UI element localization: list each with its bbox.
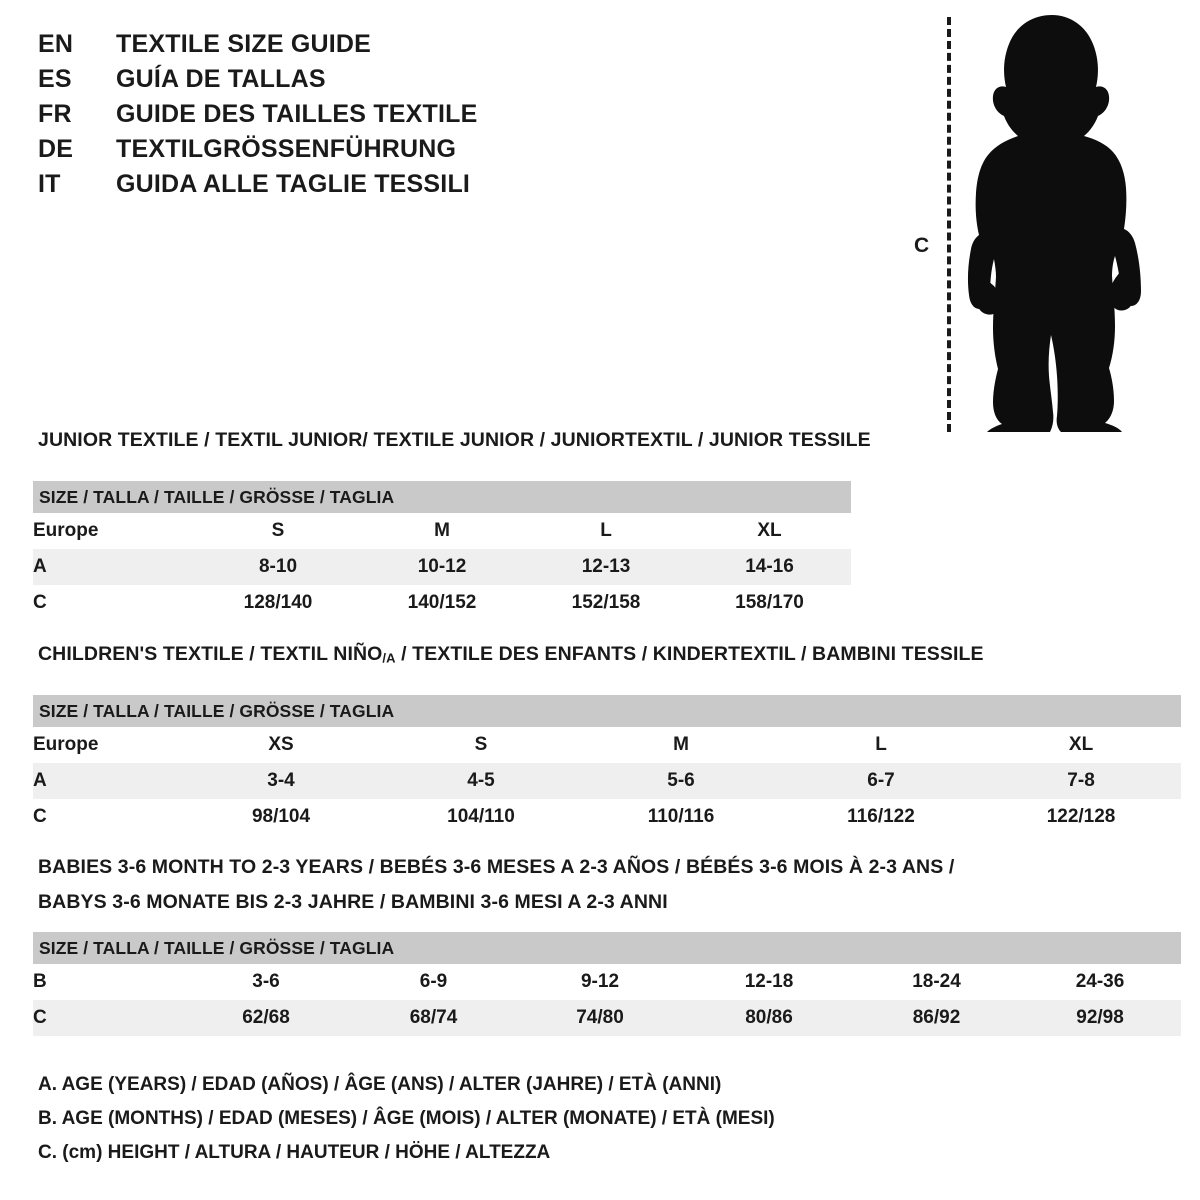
height-dashed-line <box>947 17 951 432</box>
junior-a-xl: 14-16 <box>688 549 852 585</box>
junior-a-l: 12-13 <box>524 549 688 585</box>
junior-row-europe: Europe S M L XL <box>33 513 852 549</box>
babies-c-col4: 80/86 <box>684 1000 854 1036</box>
children-size-table: SIZE / TALLA / TAILLE / GRÖSSE / TAGLIA … <box>33 695 1182 835</box>
babies-row-b: B 3-6 6-9 9-12 12-18 18-24 24-36 <box>33 964 1182 1000</box>
children-c-m: 110/116 <box>581 799 781 835</box>
children-section-title-part2: / TEXTILE DES ENFANTS / KINDERTEXTIL / B… <box>395 643 984 665</box>
babies-b-col3: 9-12 <box>516 964 684 1000</box>
junior-c-s: 128/140 <box>196 585 360 621</box>
language-row-es: ES GUÍA DE TALLAS <box>38 65 598 100</box>
children-europe-m: M <box>581 727 781 763</box>
babies-row-c: C 62/68 68/74 74/80 80/86 86/92 92/98 <box>33 1000 1182 1036</box>
babies-b-col5: 18-24 <box>854 964 1019 1000</box>
children-europe-l: L <box>781 727 981 763</box>
children-c-xs: 98/104 <box>181 799 381 835</box>
babies-b-col4: 12-18 <box>684 964 854 1000</box>
babies-b-col6: 24-36 <box>1019 964 1182 1000</box>
babies-c-col1: 62/68 <box>181 1000 351 1036</box>
language-row-fr: FR GUIDE DES TAILLES TEXTILE <box>38 100 598 135</box>
babies-c-col6: 92/98 <box>1019 1000 1182 1036</box>
junior-section-title: JUNIOR TEXTILE / TEXTIL JUNIOR/ TEXTILE … <box>38 429 871 451</box>
children-c-l: 116/122 <box>781 799 981 835</box>
children-c-s: 104/110 <box>381 799 581 835</box>
language-code-es: ES <box>38 65 72 93</box>
children-table-header-row: SIZE / TALLA / TAILLE / GRÖSSE / TAGLIA <box>33 695 1182 727</box>
babies-table-header-row: SIZE / TALLA / TAILLE / GRÖSSE / TAGLIA <box>33 932 1182 964</box>
babies-size-table: SIZE / TALLA / TAILLE / GRÖSSE / TAGLIA … <box>33 932 1182 1036</box>
junior-row-c-label: C <box>33 585 196 621</box>
children-row-a-label: A <box>33 763 181 799</box>
babies-row-b-label: B <box>33 964 181 1000</box>
babies-section-title-line2: BABYS 3-6 MONATE BIS 2-3 JAHRE / BAMBINI… <box>38 891 668 913</box>
junior-row-europe-label: Europe <box>33 513 196 549</box>
junior-row-c: C 128/140 140/152 152/158 158/170 <box>33 585 852 621</box>
children-c-xl: 122/128 <box>981 799 1182 835</box>
toddler-silhouette-icon <box>967 15 1141 432</box>
children-section-title-part1: CHILDREN'S TEXTILE / TEXTIL NIÑO <box>38 643 383 665</box>
language-title-de: TEXTILGRÖSSENFÜHRUNG <box>116 135 457 163</box>
language-row-it: IT GUIDA ALLE TAGLIE TESSILI <box>38 170 598 205</box>
height-figure-area: C <box>900 12 1150 437</box>
junior-table-header-label: SIZE / TALLA / TAILLE / GRÖSSE / TAGLIA <box>33 481 852 513</box>
children-europe-xs: XS <box>181 727 381 763</box>
children-europe-s: S <box>381 727 581 763</box>
babies-table-header-label: SIZE / TALLA / TAILLE / GRÖSSE / TAGLIA <box>33 932 1182 964</box>
language-title-en: TEXTILE SIZE GUIDE <box>116 30 372 58</box>
language-title-es: GUÍA DE TALLAS <box>116 65 326 93</box>
children-row-c: C 98/104 104/110 110/116 116/122 122/128 <box>33 799 1182 835</box>
legend-line-a: A. AGE (YEARS) / EDAD (AÑOS) / ÂGE (ANS)… <box>38 1074 722 1095</box>
junior-c-l: 152/158 <box>524 585 688 621</box>
junior-table-header-row: SIZE / TALLA / TAILLE / GRÖSSE / TAGLIA <box>33 481 852 513</box>
babies-c-col3: 74/80 <box>516 1000 684 1036</box>
junior-row-a-label: A <box>33 549 196 585</box>
junior-row-a: A 8-10 10-12 12-13 14-16 <box>33 549 852 585</box>
children-a-m: 5-6 <box>581 763 781 799</box>
children-a-s: 4-5 <box>381 763 581 799</box>
language-code-de: DE <box>38 135 74 163</box>
legend-line-b: B. AGE (MONTHS) / EDAD (MESES) / ÂGE (MO… <box>38 1108 775 1129</box>
junior-c-xl: 158/170 <box>688 585 852 621</box>
language-row-en: EN TEXTILE SIZE GUIDE <box>38 30 598 65</box>
children-a-xl: 7-8 <box>981 763 1182 799</box>
junior-europe-m: M <box>360 513 524 549</box>
language-row-de: DE TEXTILGRÖSSENFÜHRUNG <box>38 135 598 170</box>
language-title-it: GUIDA ALLE TAGLIE TESSILI <box>116 170 471 198</box>
language-title-fr: GUIDE DES TAILLES TEXTILE <box>116 100 478 128</box>
children-section-title: CHILDREN'S TEXTILE / TEXTIL NIÑO/A / TEX… <box>38 643 984 666</box>
children-row-europe: Europe XS S M L XL <box>33 727 1182 763</box>
junior-a-m: 10-12 <box>360 549 524 585</box>
junior-a-s: 8-10 <box>196 549 360 585</box>
junior-europe-s: S <box>196 513 360 549</box>
language-code-fr: FR <box>38 100 72 128</box>
children-a-l: 6-7 <box>781 763 981 799</box>
babies-b-col1: 3-6 <box>181 964 351 1000</box>
language-code-en: EN <box>38 30 74 58</box>
babies-b-col2: 6-9 <box>351 964 516 1000</box>
babies-row-c-label: C <box>33 1000 181 1036</box>
children-table-header-label: SIZE / TALLA / TAILLE / GRÖSSE / TAGLIA <box>33 695 1182 727</box>
legend-line-c: C. (cm) HEIGHT / ALTURA / HAUTEUR / HÖHE… <box>38 1142 551 1163</box>
language-code-it: IT <box>38 170 61 198</box>
children-row-c-label: C <box>33 799 181 835</box>
junior-europe-xl: XL <box>688 513 852 549</box>
babies-c-col2: 68/74 <box>351 1000 516 1036</box>
junior-europe-l: L <box>524 513 688 549</box>
children-row-europe-label: Europe <box>33 727 181 763</box>
junior-size-table: SIZE / TALLA / TAILLE / GRÖSSE / TAGLIA … <box>33 481 852 621</box>
height-measure-label: C <box>914 234 930 257</box>
language-header-block: EN TEXTILE SIZE GUIDE ES GUÍA DE TALLAS … <box>38 30 598 205</box>
children-section-title-subscript: /A <box>382 650 396 666</box>
babies-section-title-line1: BABIES 3-6 MONTH TO 2-3 YEARS / BEBÉS 3-… <box>38 856 955 878</box>
children-a-xs: 3-4 <box>181 763 381 799</box>
junior-c-m: 140/152 <box>360 585 524 621</box>
children-row-a: A 3-4 4-5 5-6 6-7 7-8 <box>33 763 1182 799</box>
children-europe-xl: XL <box>981 727 1182 763</box>
babies-c-col5: 86/92 <box>854 1000 1019 1036</box>
measurement-legend: A. AGE (YEARS) / EDAD (AÑOS) / ÂGE (ANS)… <box>38 1068 938 1170</box>
